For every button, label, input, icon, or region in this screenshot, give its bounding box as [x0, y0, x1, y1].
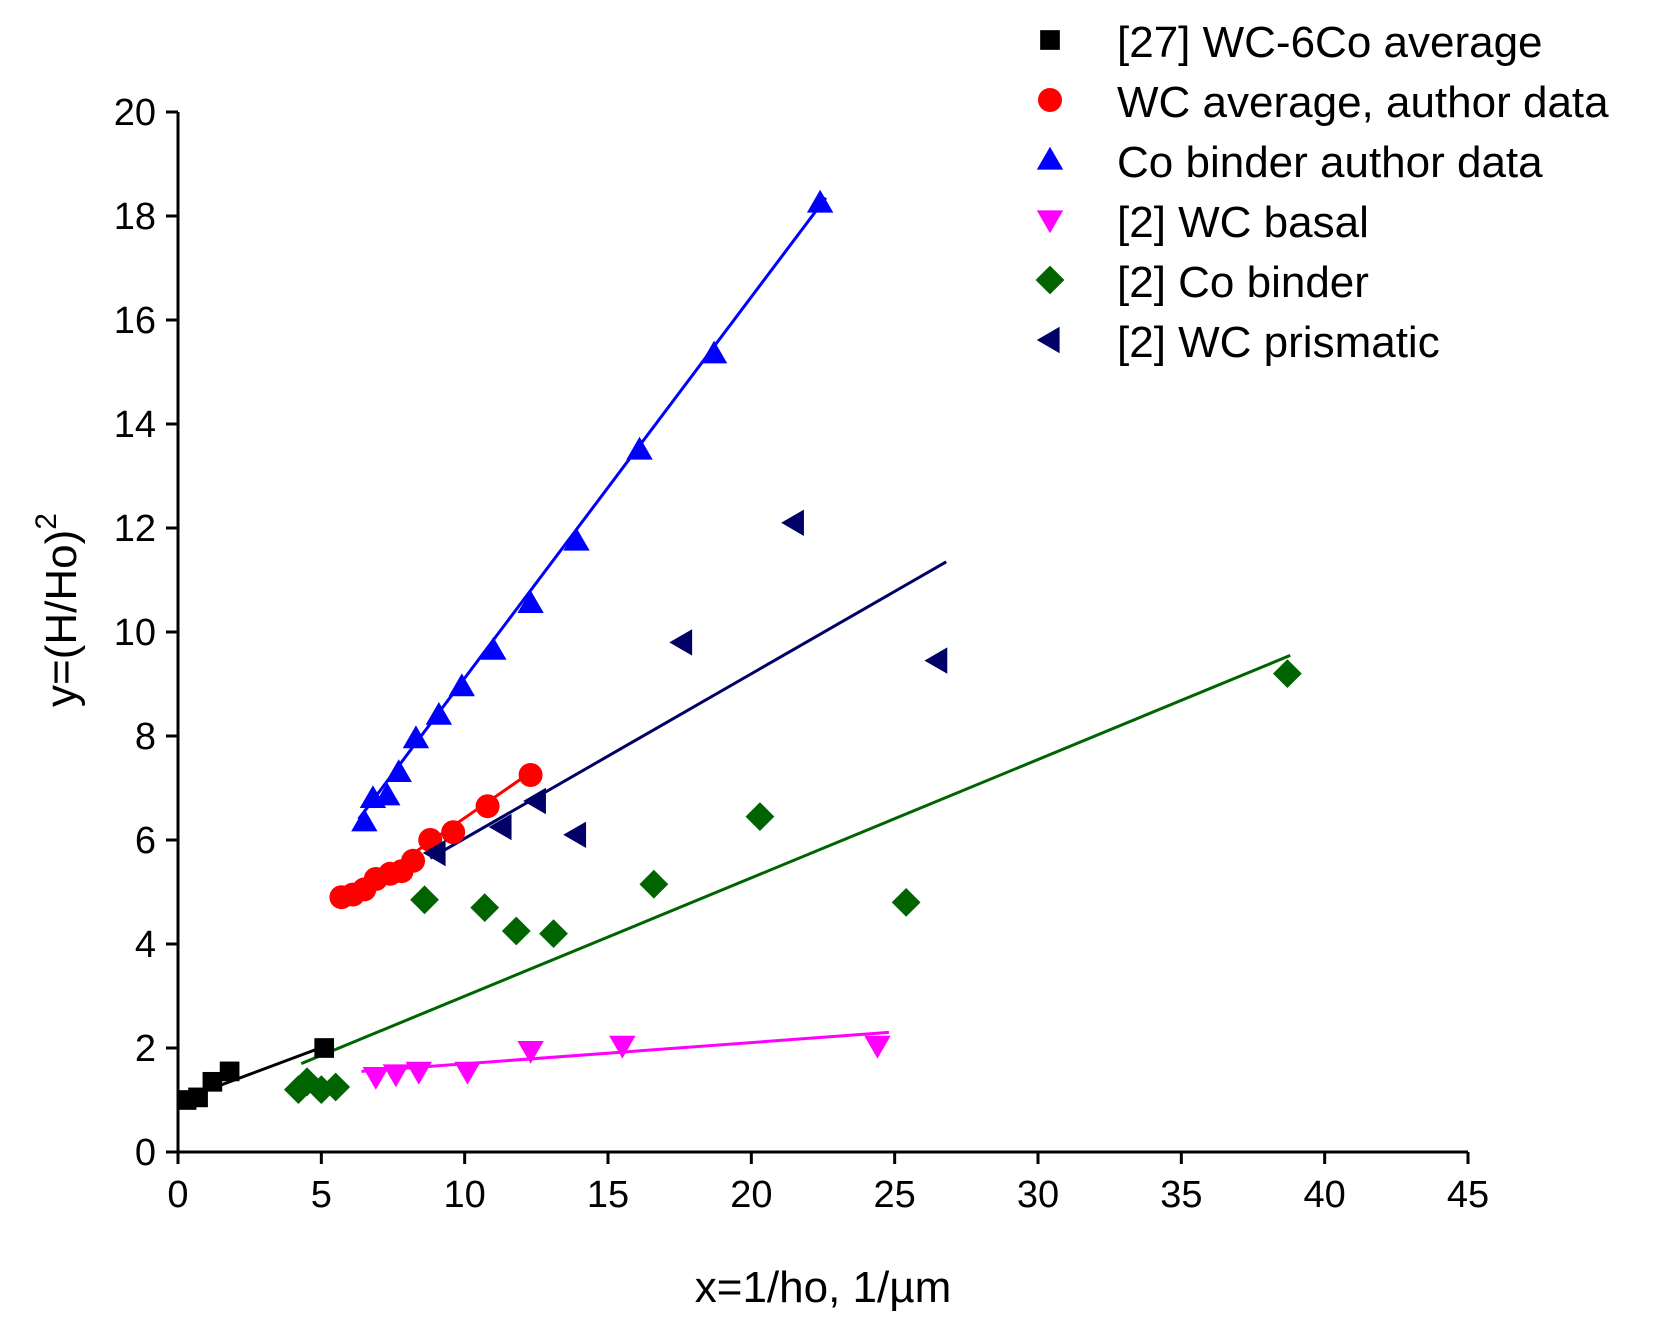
legend-label-co-binder-author-data: Co binder author data: [1117, 138, 1543, 187]
y-tick-label: 20: [114, 92, 156, 134]
data-point-2-wc-basal: [609, 1035, 636, 1059]
data-point-2-co-binder: [639, 869, 669, 899]
data-point-2-wc-prismatic: [924, 647, 948, 674]
legend-label-2-co-binder: [2] Co binder: [1117, 258, 1369, 307]
y-tick-label: 14: [114, 404, 156, 446]
data-point-wc-average-author-data: [518, 763, 543, 787]
x-tick-label: 25: [874, 1174, 916, 1216]
data-point-wc-average-author-data: [401, 848, 426, 873]
fit-line-2-co-binder: [300, 654, 1291, 1065]
y-tick-label: 0: [135, 1132, 156, 1174]
legend-marker-wc-average-author-data: [1038, 88, 1062, 112]
y-tick-label: 8: [135, 716, 156, 758]
legend-marker-2-wc-prismatic: [1036, 326, 1060, 354]
data-point-co-binder-author-data: [806, 189, 834, 213]
data-point-2-co-binder: [292, 1067, 322, 1097]
y-tick-label: 6: [135, 820, 156, 862]
legend: [27] WC-6Co average WC average, author da…: [1035, 18, 1609, 367]
data-point-2-wc-basal: [454, 1061, 481, 1085]
data-point-27-wc-6co-average: [219, 1061, 240, 1082]
legend-label-wc-average-author-data: WC average, author data: [1117, 78, 1609, 127]
data-point-co-binder-author-data: [351, 808, 378, 832]
data-point-2-wc-basal: [864, 1035, 891, 1059]
data-point-2-co-binder: [891, 888, 921, 917]
x-tick-label: 20: [730, 1174, 772, 1216]
y-tick-label: 2: [135, 1028, 156, 1070]
x-tick-label: 35: [1160, 1174, 1202, 1216]
y-tick-label: 18: [114, 196, 156, 238]
data-point-2-co-binder: [501, 916, 531, 946]
data-point-co-binder-author-data: [517, 590, 544, 613]
legend-label-2-wc-basal: [2] WC basal: [1117, 198, 1369, 247]
data-point-2-co-binder: [539, 919, 568, 948]
data-point-2-wc-basal: [517, 1041, 544, 1064]
data-point-wc-average-author-data: [441, 820, 466, 845]
data-point-co-binder-author-data: [563, 527, 590, 551]
x-tick-label: 5: [311, 1174, 332, 1216]
y-axis-title-main: y=(H/Ho): [37, 530, 86, 707]
fit-line-2-wc-prismatic: [429, 560, 948, 860]
data-point-2-wc-prismatic: [563, 821, 587, 848]
x-tick-label: 15: [587, 1174, 629, 1216]
y-tick-label: 10: [114, 612, 156, 654]
data-point-2-wc-basal: [382, 1064, 410, 1088]
data-point-27-wc-6co-average: [202, 1071, 223, 1092]
data-point-2-co-binder: [1273, 659, 1302, 688]
data-point-2-wc-basal: [362, 1067, 389, 1090]
data-point-co-binder-author-data: [425, 702, 453, 725]
y-axis-title-exponent: 2: [30, 513, 63, 530]
data-point-2-co-binder: [470, 893, 500, 922]
legend-marker-2-wc-basal: [1036, 210, 1064, 234]
y-axis-title: y=(H/Ho)2: [30, 513, 86, 707]
axes: 0 5 10 15 20 25 30 35 40 45 0 2 4 6 8 10 12 14 16 18 20: [114, 92, 1489, 1216]
data-point-wc-average-author-data: [475, 794, 500, 819]
data-point-2-wc-prismatic: [669, 629, 693, 656]
legend-marker-co-binder-author-data: [1036, 146, 1064, 170]
legend-marker-2-co-binder: [1035, 265, 1065, 295]
data-point-2-wc-prismatic: [422, 839, 446, 867]
y-tick-label: 12: [114, 508, 156, 550]
x-tick-label: 10: [444, 1174, 486, 1216]
data-point-27-wc-6co-average: [314, 1038, 335, 1058]
data-point-27-wc-6co-average: [188, 1087, 208, 1108]
data-point-2-wc-basal: [405, 1061, 432, 1085]
y-tick-label: 16: [114, 300, 156, 342]
data-markers: [176, 189, 1302, 1110]
x-tick-label: 0: [167, 1174, 188, 1216]
data-point-2-wc-prismatic: [781, 509, 804, 536]
legend-label-27-wc-6co-average: [27] WC-6Co average: [1117, 18, 1543, 67]
data-point-co-binder-author-data: [626, 436, 653, 460]
data-point-2-wc-prismatic: [523, 787, 546, 815]
data-point-2-co-binder: [410, 885, 439, 915]
data-point-2-co-binder: [284, 1075, 313, 1104]
x-tick-label: 30: [1017, 1174, 1059, 1216]
data-point-co-binder-author-data: [385, 759, 412, 782]
y-tick-label: 4: [135, 924, 156, 966]
data-point-2-co-binder: [745, 802, 775, 831]
data-point-co-binder-author-data: [374, 782, 401, 806]
x-tick-label: 45: [1447, 1174, 1489, 1216]
data-point-co-binder-author-data: [448, 673, 475, 697]
data-point-co-binder-author-data: [700, 340, 728, 364]
data-point-2-co-binder: [306, 1075, 336, 1104]
x-axis-title: x=1/ho, 1/µm: [695, 1263, 951, 1312]
legend-marker-27-wc-6co-average: [1040, 30, 1060, 50]
fit-line-co-binder-author-data: [357, 196, 828, 821]
data-point-co-binder-author-data: [402, 725, 430, 749]
x-tick-label: 40: [1304, 1174, 1346, 1216]
data-point-2-co-binder: [321, 1072, 351, 1102]
data-point-co-binder-author-data: [480, 637, 507, 660]
data-point-2-wc-prismatic: [488, 813, 512, 841]
legend-label-2-wc-prismatic: [2] WC prismatic: [1117, 318, 1440, 367]
